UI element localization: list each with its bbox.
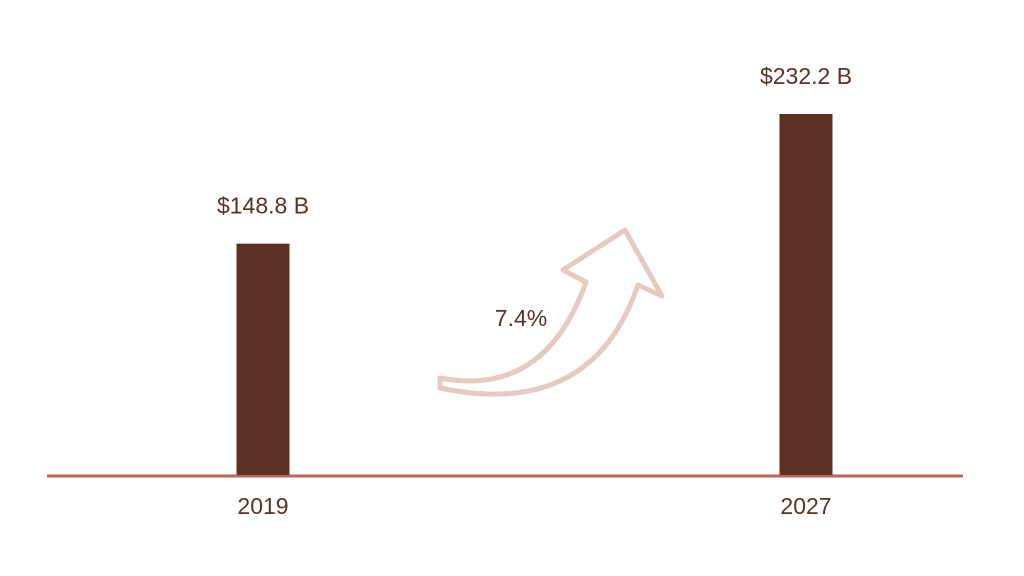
bar (779, 114, 833, 475)
x-tick-label: 2019 (237, 493, 288, 519)
value-label: $232.2 B (760, 63, 852, 89)
value-label: $148.8 B (217, 193, 309, 219)
bar (236, 243, 290, 475)
growth-arrow (437, 227, 665, 397)
x-tick-label: 2027 (780, 493, 831, 519)
growth-rate: 7.4% (495, 305, 547, 331)
